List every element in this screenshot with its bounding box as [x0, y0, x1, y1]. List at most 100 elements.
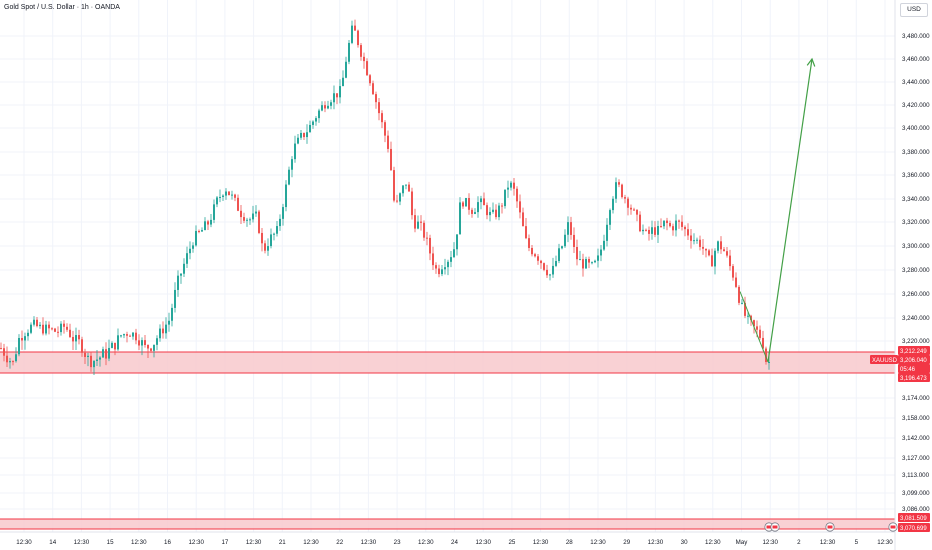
candle [489, 207, 491, 222]
candle-body [408, 184, 410, 192]
candle-body [69, 329, 71, 337]
candle [639, 211, 641, 233]
tag-zone2-lower-bg [898, 523, 930, 532]
candle-body [612, 198, 614, 211]
candle-body [291, 159, 293, 170]
candle-body [198, 230, 200, 232]
candle [9, 357, 11, 369]
candle [549, 273, 551, 281]
time-tick-label: 29 [623, 539, 630, 546]
candle-body [264, 243, 266, 251]
price-tick-label: 3,380.000 [902, 149, 930, 156]
price-tick-label: 3,420.000 [902, 102, 930, 109]
candle [288, 166, 290, 186]
candle [51, 327, 53, 331]
candle [315, 116, 317, 126]
candle [72, 330, 74, 350]
time-axis[interactable]: 12:30 14 12:30 15 12:30 16 12:30 17 12:30 21 12:30… [0, 531, 895, 546]
time-tick-label: 2 [797, 539, 801, 546]
candle [60, 321, 62, 336]
candle [624, 194, 626, 204]
candle [591, 261, 593, 265]
candle-body [372, 83, 374, 95]
candle [138, 334, 140, 350]
candle-body [222, 195, 224, 197]
time-tick-label: 12:30 [303, 539, 319, 546]
event-icon-flag [772, 525, 778, 529]
event-flag-icon[interactable] [770, 522, 780, 532]
candle-body [246, 219, 248, 221]
projection-arrow [739, 57, 816, 363]
candle-body [138, 340, 140, 346]
candle-body [456, 234, 458, 250]
candle [222, 194, 224, 201]
candle-body [153, 344, 155, 351]
candle-body [297, 137, 299, 144]
candle-body [459, 202, 461, 235]
event-flag-icon[interactable] [888, 522, 898, 532]
candle-body [342, 77, 344, 87]
time-tick-label: May [736, 539, 749, 546]
candle-body [693, 240, 695, 242]
candle-body [339, 86, 341, 98]
candle-body [216, 197, 218, 205]
candle-body [477, 202, 479, 213]
candle-body [96, 359, 98, 361]
candle [372, 80, 374, 95]
event-icon-flag [766, 525, 772, 529]
event-icons[interactable] [764, 522, 898, 532]
candle-body [336, 93, 338, 98]
candle [201, 227, 203, 232]
candle [381, 110, 383, 129]
chart-title: Gold Spot / U.S. Dollar · 1h · OANDA [4, 4, 120, 11]
candle-body [708, 250, 710, 256]
candle-body [729, 255, 731, 267]
candle [81, 336, 83, 357]
candle-body [765, 348, 767, 362]
candle [165, 317, 167, 339]
candle [564, 229, 566, 248]
price-tick-label: 3,320.000 [902, 219, 930, 226]
candle [543, 262, 545, 272]
candle-body [366, 61, 368, 76]
candle [717, 240, 719, 254]
candle [729, 249, 731, 271]
candle [444, 258, 446, 275]
event-flag-icon[interactable] [825, 522, 835, 532]
candle-body [585, 258, 587, 269]
candle [66, 323, 68, 332]
time-tick-label: 12:30 [648, 539, 664, 546]
candle-body [327, 105, 329, 109]
candle [519, 194, 521, 219]
candle-body [102, 349, 104, 358]
candle [174, 282, 176, 313]
candle-body [450, 257, 452, 262]
candle-body [51, 328, 53, 330]
candle [735, 272, 737, 289]
candle [699, 235, 701, 251]
candle-body [156, 338, 158, 345]
candle-body [483, 198, 485, 206]
candle [330, 99, 332, 110]
candle [420, 215, 422, 231]
candle-body [285, 184, 287, 208]
candle [276, 220, 278, 237]
candle-body [186, 253, 188, 264]
candle [474, 208, 476, 215]
candle [234, 193, 236, 202]
candle [660, 218, 662, 228]
price-tick-label: 3,174.000 [902, 395, 930, 402]
candles[interactable] [0, 19, 770, 376]
candle [285, 180, 287, 212]
candle-body [531, 247, 533, 255]
candle [450, 251, 452, 268]
candle-body [522, 212, 524, 227]
candle-body [504, 189, 506, 207]
price-axis[interactable]: 3,480.000 3,460.000 3,440.000 3,420.000 3,40… [894, 0, 930, 550]
candle [522, 207, 524, 227]
candle-body [543, 263, 545, 270]
candle-body [228, 191, 230, 196]
candle-body [132, 332, 134, 337]
currency-button[interactable]: USD [900, 3, 928, 17]
